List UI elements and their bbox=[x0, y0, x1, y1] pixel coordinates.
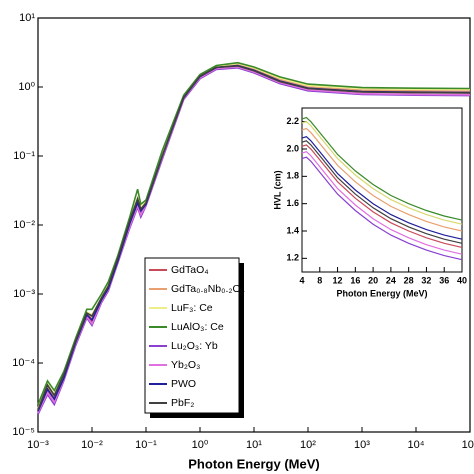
y-tick-label: 1.2 bbox=[286, 253, 299, 263]
y-axis-title: HVL (cm) bbox=[272, 170, 282, 209]
y-tick-label: 10¹ bbox=[19, 12, 35, 24]
x-tick-label: 10⁻³ bbox=[27, 439, 49, 451]
y-tick-label: 2.0 bbox=[286, 143, 299, 153]
y-tick-label: 10⁻¹ bbox=[13, 150, 35, 162]
series-line bbox=[301, 140, 463, 244]
y-tick-label: 1.6 bbox=[286, 198, 299, 208]
x-tick-label: 20 bbox=[368, 275, 378, 285]
x-tick-label: 10⁻² bbox=[81, 439, 103, 451]
y-tick-label: 10⁻³ bbox=[13, 288, 35, 300]
x-tick-label: 10² bbox=[300, 439, 316, 451]
x-tick-label: 10³ bbox=[354, 439, 370, 451]
series-line bbox=[301, 121, 463, 225]
series-line bbox=[301, 144, 463, 248]
x-tick-label: 12 bbox=[333, 275, 343, 285]
x-tick-label: 4 bbox=[299, 275, 304, 285]
series-line bbox=[301, 127, 463, 232]
x-tick-label: 24 bbox=[386, 275, 396, 285]
x-tick-label: 10⁵ bbox=[462, 439, 474, 451]
legend-label: Lu₂O₃: Yb bbox=[171, 340, 218, 352]
series-line bbox=[301, 116, 463, 221]
x-tick-label: 16 bbox=[350, 275, 360, 285]
legend-label: LuF₃: Ce bbox=[171, 302, 213, 314]
x-tick-label: 10⁴ bbox=[408, 439, 425, 451]
series-line bbox=[301, 151, 463, 255]
x-tick-label: 32 bbox=[421, 275, 431, 285]
x-tick-label: 10¹ bbox=[246, 439, 262, 451]
x-tick-label: 28 bbox=[404, 275, 414, 285]
y-tick-label: 10⁰ bbox=[18, 81, 35, 93]
x-tick-label: 36 bbox=[439, 275, 449, 285]
series-line bbox=[301, 136, 463, 240]
legend-label: PWO bbox=[171, 378, 196, 390]
legend-label: GdTaO₄ bbox=[171, 264, 209, 276]
series-line bbox=[37, 61, 471, 405]
legend-label: LuAlO₃: Ce bbox=[171, 321, 224, 333]
x-axis-title: Photon Energy (MeV) bbox=[188, 456, 319, 471]
y-tick-label: 10⁻² bbox=[13, 219, 35, 231]
y-tick-label: 1.8 bbox=[286, 171, 299, 181]
series-line bbox=[301, 156, 463, 261]
x-tick-label: 8 bbox=[317, 275, 322, 285]
y-tick-label: 1.4 bbox=[286, 225, 299, 235]
legend-label: GdTa₀.₈Nb₀.₂O₄ bbox=[171, 283, 245, 295]
x-tick-label: 10⁻¹ bbox=[135, 439, 157, 451]
x-tick-label: 40 bbox=[457, 275, 467, 285]
x-tick-label: 10⁰ bbox=[192, 439, 209, 451]
legend-label: PbF₂ bbox=[171, 397, 194, 409]
legend-label: Yb₂O₃ bbox=[171, 359, 200, 371]
series-line bbox=[37, 65, 471, 411]
x-axis-title: Photon Energy (MeV) bbox=[336, 288, 427, 298]
y-tick-label: 2.2 bbox=[286, 116, 299, 126]
legend bbox=[144, 257, 240, 414]
y-tick-label: 10⁻⁵ bbox=[12, 426, 35, 438]
y-tick-label: 10⁻⁴ bbox=[12, 357, 35, 369]
